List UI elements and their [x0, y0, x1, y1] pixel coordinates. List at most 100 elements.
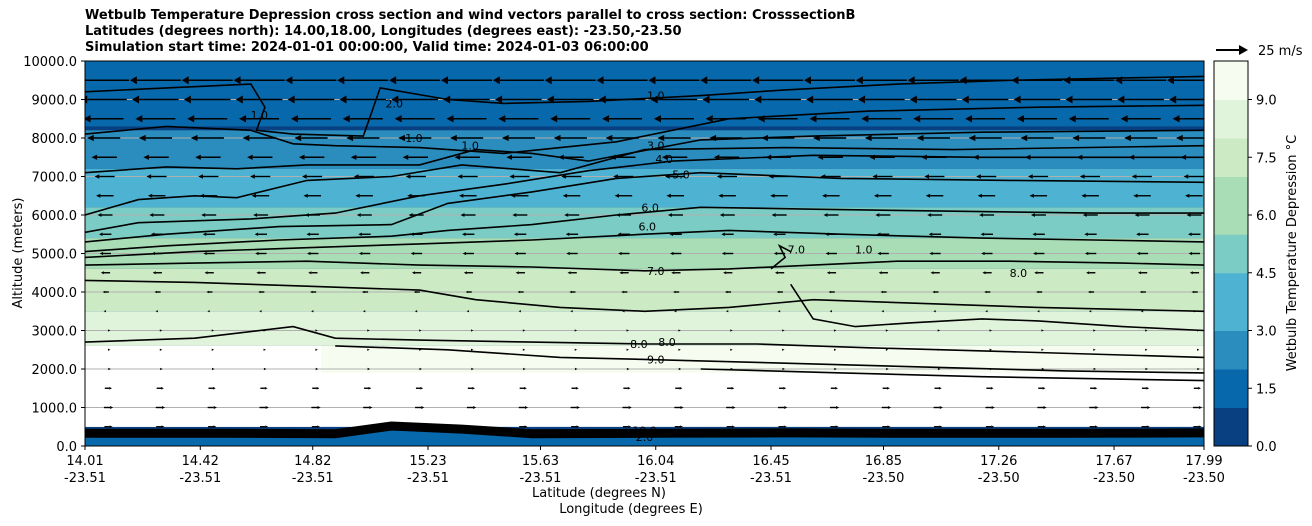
wind-arrowhead — [419, 329, 422, 332]
contour-label: 10.0 — [632, 425, 657, 438]
wind-arrowhead — [544, 76, 552, 85]
wind-arrowhead — [1082, 213, 1087, 217]
wind-arrowhead — [1065, 95, 1073, 104]
wind-arrowhead — [875, 213, 880, 217]
wind-arrowhead — [1128, 154, 1135, 160]
wind-arrowhead — [806, 95, 814, 104]
wind-arrowhead — [982, 271, 986, 275]
wind-arrowhead — [1172, 115, 1180, 123]
chart-title-line-1: Wetbulb Temperature Depression cross sec… — [85, 8, 856, 23]
wind-arrowhead — [1036, 290, 1039, 294]
fill-band — [85, 372, 1204, 427]
wind-arrowhead — [907, 76, 915, 85]
wind-arrowhead — [1188, 232, 1192, 236]
wind-arrowhead — [1145, 329, 1148, 332]
colorbar-segment — [1214, 311, 1248, 331]
wind-arrowhead — [350, 154, 357, 160]
y-tick-label: 4000.0 — [32, 286, 78, 301]
wind-arrowhead — [991, 425, 995, 429]
wind-arrowhead — [835, 386, 838, 390]
wind-arrowhead — [823, 213, 828, 217]
wind-arrowhead — [1146, 425, 1150, 429]
wind-arrowhead — [198, 174, 204, 179]
wind-arrowhead — [562, 193, 568, 198]
contour-label: 3.0 — [647, 140, 665, 153]
wind-arrowhead — [207, 310, 210, 313]
x-tick-label-lat: 16.45 — [752, 454, 789, 469]
wind-arrowhead — [1197, 367, 1200, 371]
wind-arrowhead — [834, 367, 837, 371]
wind-arrowhead — [285, 76, 293, 85]
wind-arrowhead — [678, 348, 681, 351]
wind-arrowhead — [108, 348, 111, 351]
wind-arrowhead — [932, 290, 935, 294]
contour-label: 4.0 — [655, 153, 673, 166]
wind-arrowhead — [204, 271, 208, 275]
contour-line — [85, 279, 1204, 313]
wind-arrowhead — [441, 76, 448, 85]
wind-arrowhead — [183, 95, 191, 104]
wind-arrowhead — [723, 271, 727, 275]
wind-arrowhead — [463, 271, 467, 275]
y-tick-label: 9000.0 — [32, 94, 78, 109]
x-tick-label-lon: -23.51 — [179, 471, 221, 486]
wind-arrowhead — [1093, 367, 1097, 371]
wind-arrowhead — [602, 115, 610, 123]
wind-arrowhead — [825, 232, 829, 236]
wind-arrowhead — [143, 154, 149, 160]
wind-arrowhead — [152, 271, 156, 275]
wind-arrowhead — [619, 271, 623, 275]
wind-arrowhead — [1115, 76, 1123, 85]
contour-label: 5.0 — [672, 169, 690, 182]
wind-arrowhead — [673, 290, 676, 294]
x-tick-label-lat: 17.26 — [980, 454, 1017, 469]
wind-arrowhead — [939, 406, 943, 409]
wind-arrowhead — [367, 329, 370, 332]
colorbar-tick-label: 9.0 — [1256, 94, 1277, 109]
wind-arrowhead — [1186, 213, 1191, 217]
wind-arrowhead — [777, 310, 781, 313]
wind-arrowhead — [512, 213, 517, 217]
contour-line — [85, 325, 1204, 359]
wind-arrowhead — [661, 154, 668, 160]
contour-label: 7.0 — [647, 265, 665, 278]
wind-arrowhead — [263, 329, 266, 332]
wind-arrowhead — [1033, 251, 1037, 256]
wind-arrowhead — [596, 76, 604, 85]
wind-arrowhead — [598, 95, 606, 104]
wind-arrowhead — [1034, 271, 1038, 275]
x-tick-label-lat: 15.63 — [522, 454, 559, 469]
wind-arrowhead — [315, 329, 318, 332]
wind-arrowhead — [731, 425, 735, 429]
wind-arrowhead — [1086, 271, 1090, 275]
wind-arrowhead — [298, 154, 305, 160]
wind-arrowhead — [976, 174, 981, 179]
wind-arrowhead — [367, 348, 370, 351]
wind-arrowhead — [1145, 348, 1148, 351]
wind-arrowhead — [730, 367, 734, 371]
wind-arrowhead — [524, 406, 529, 409]
contour-label: 1.0 — [647, 90, 665, 103]
wind-arrowhead — [561, 174, 567, 179]
wind-arrowhead — [1198, 425, 1202, 429]
wind-arrowhead — [822, 193, 827, 198]
wind-arrowhead — [558, 154, 564, 160]
wind-arrowhead — [574, 348, 578, 351]
wind-arrowhead — [981, 251, 985, 256]
contour-label: 1.0 — [461, 140, 479, 153]
wind-arrowhead — [628, 406, 632, 409]
wind-arrowhead — [605, 134, 613, 142]
colorbar-segment — [1214, 80, 1248, 100]
wind-arrowhead — [834, 348, 837, 351]
wind-arrowhead — [239, 115, 247, 123]
wind-arrowhead — [466, 310, 469, 313]
wind-arrowhead — [368, 425, 372, 429]
wind-arrowhead — [159, 329, 163, 332]
wind-arrowhead — [1084, 251, 1089, 256]
wind-arrowhead — [989, 329, 992, 332]
colorbar-segment — [1214, 349, 1248, 370]
wind-arrowhead — [984, 290, 987, 294]
wind-arrowhead — [979, 213, 984, 217]
wind-arrowhead — [132, 95, 140, 104]
wind-arrowhead — [1146, 386, 1150, 390]
